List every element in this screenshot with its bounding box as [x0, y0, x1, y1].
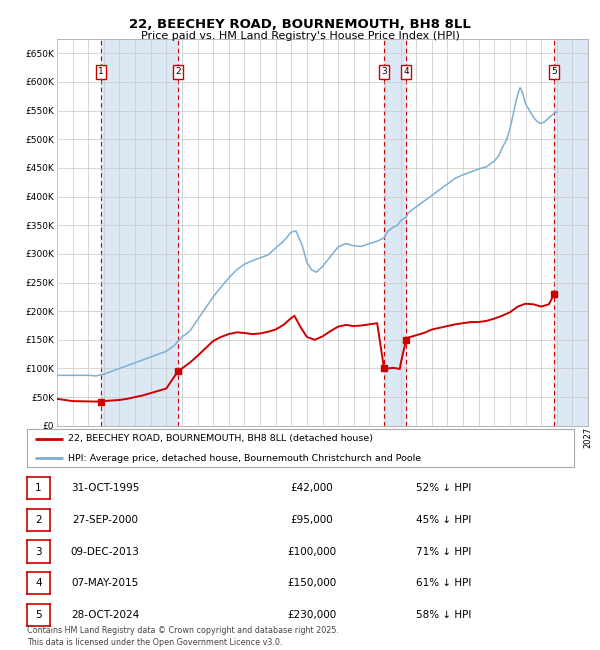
Text: 5: 5: [35, 610, 42, 620]
Text: 07-MAY-2015: 07-MAY-2015: [71, 578, 139, 588]
Text: 45% ↓ HPI: 45% ↓ HPI: [416, 515, 472, 525]
Text: 22, BEECHEY ROAD, BOURNEMOUTH, BH8 8LL (detached house): 22, BEECHEY ROAD, BOURNEMOUTH, BH8 8LL (…: [68, 434, 373, 443]
Text: 09-DEC-2013: 09-DEC-2013: [71, 547, 139, 556]
Text: Contains HM Land Registry data © Crown copyright and database right 2025.
This d: Contains HM Land Registry data © Crown c…: [27, 626, 339, 647]
Text: 2: 2: [175, 68, 181, 76]
Text: 58% ↓ HPI: 58% ↓ HPI: [416, 610, 472, 620]
Text: 71% ↓ HPI: 71% ↓ HPI: [416, 547, 472, 556]
Bar: [101, 39, 178, 426]
Text: 5: 5: [551, 68, 557, 76]
Text: £100,000: £100,000: [287, 547, 337, 556]
Text: £42,000: £42,000: [290, 483, 334, 493]
Text: £230,000: £230,000: [287, 610, 337, 620]
Text: 4: 4: [403, 68, 409, 76]
Text: 1: 1: [35, 483, 42, 493]
Text: 3: 3: [35, 547, 42, 556]
Text: 28-OCT-2024: 28-OCT-2024: [71, 610, 139, 620]
Text: 2: 2: [35, 515, 42, 525]
Text: 27-SEP-2000: 27-SEP-2000: [72, 515, 138, 525]
Bar: [554, 39, 588, 426]
Text: £95,000: £95,000: [290, 515, 334, 525]
Text: 52% ↓ HPI: 52% ↓ HPI: [416, 483, 472, 493]
Text: Price paid vs. HM Land Registry's House Price Index (HPI): Price paid vs. HM Land Registry's House …: [140, 31, 460, 41]
Bar: [384, 39, 406, 426]
Text: HPI: Average price, detached house, Bournemouth Christchurch and Poole: HPI: Average price, detached house, Bour…: [68, 454, 421, 463]
Text: 61% ↓ HPI: 61% ↓ HPI: [416, 578, 472, 588]
Text: 22, BEECHEY ROAD, BOURNEMOUTH, BH8 8LL: 22, BEECHEY ROAD, BOURNEMOUTH, BH8 8LL: [129, 18, 471, 31]
Text: 1: 1: [98, 68, 104, 76]
Text: £150,000: £150,000: [287, 578, 337, 588]
Text: 3: 3: [381, 68, 387, 76]
Text: 4: 4: [35, 578, 42, 588]
Text: 31-OCT-1995: 31-OCT-1995: [71, 483, 139, 493]
